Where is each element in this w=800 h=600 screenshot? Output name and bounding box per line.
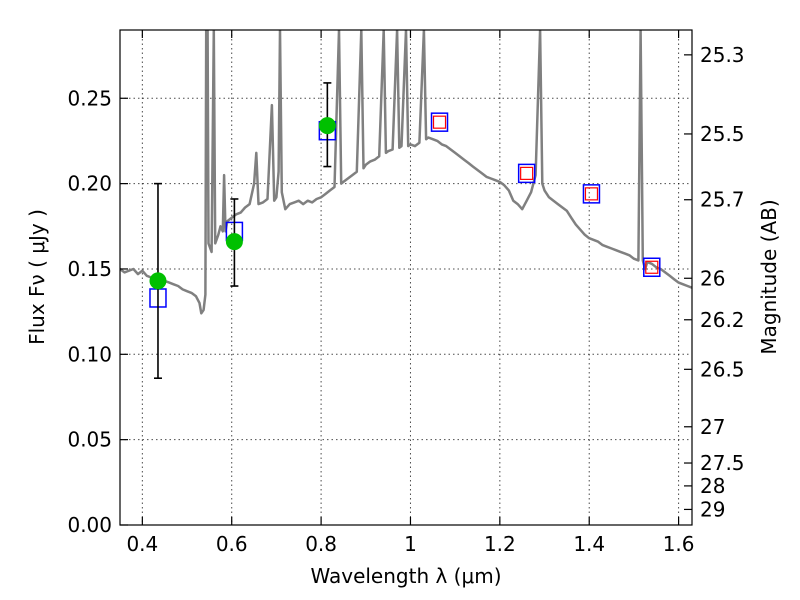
observed-point [318,117,336,135]
y2-axis-title: Magnitude (AB) [757,199,781,354]
x-tick-label: 0.4 [126,532,158,556]
observed-points-group [149,82,336,380]
model-photometry-marker [582,184,601,204]
x-tick-label: 1 [404,532,417,556]
x-tick-label: 0.6 [216,532,248,556]
model-photometry-inner-marker [584,187,599,201]
y-tick-label: 0.20 [67,172,112,196]
model-photometry-inner-marker [432,115,447,129]
mag-tick-label: 26.5 [700,357,745,381]
x-tick-label: 1.2 [484,532,516,556]
x-tick-label: 0.8 [305,532,337,556]
observed-point [225,233,243,251]
mag-tick-label: 26.2 [700,308,745,332]
y-tick-label: 0.25 [67,86,112,110]
axis-ticks: 0.4 0.6 0.8 1 1.2 1.4 1.6 0.00 0.05 0.10 0.15 0.20 0… [67,30,745,556]
y-tick-label: 0.05 [67,428,112,452]
mag-tick-label: 25.5 [700,122,745,146]
mag-tick-label: 27.5 [700,451,745,475]
mag-tick-label: 25.7 [700,188,745,212]
y-tick-label: 0.00 [67,513,112,537]
x-axis-title: Wavelength λ (μm) [310,564,501,588]
model-spectrum-line [120,30,692,315]
mag-tick-label: 27 [700,415,725,439]
y-tick-label: 0.15 [67,257,112,281]
model-photometry-marker [643,257,661,278]
mag-tick-label: 28 [700,474,725,498]
mag-tick-label: 26 [700,266,725,290]
model-spectrum-group [120,30,692,315]
model-photometry-inner-marker [520,166,534,180]
model-photometry-marker [430,112,449,132]
mag-tick-label: 25.3 [700,43,745,67]
plot-frame [119,29,693,526]
observed-point [149,272,167,290]
model-photometry-inner-marker [645,260,659,274]
y-axis-title: Flux Fν ( μJy ) [25,209,49,345]
x-tick-label: 1.6 [663,532,695,556]
y-tick-label: 0.10 [67,342,112,366]
x-tick-label: 1.4 [573,532,605,556]
mag-tick-label: 29 [700,497,725,521]
model-photometry-marker [517,163,536,184]
